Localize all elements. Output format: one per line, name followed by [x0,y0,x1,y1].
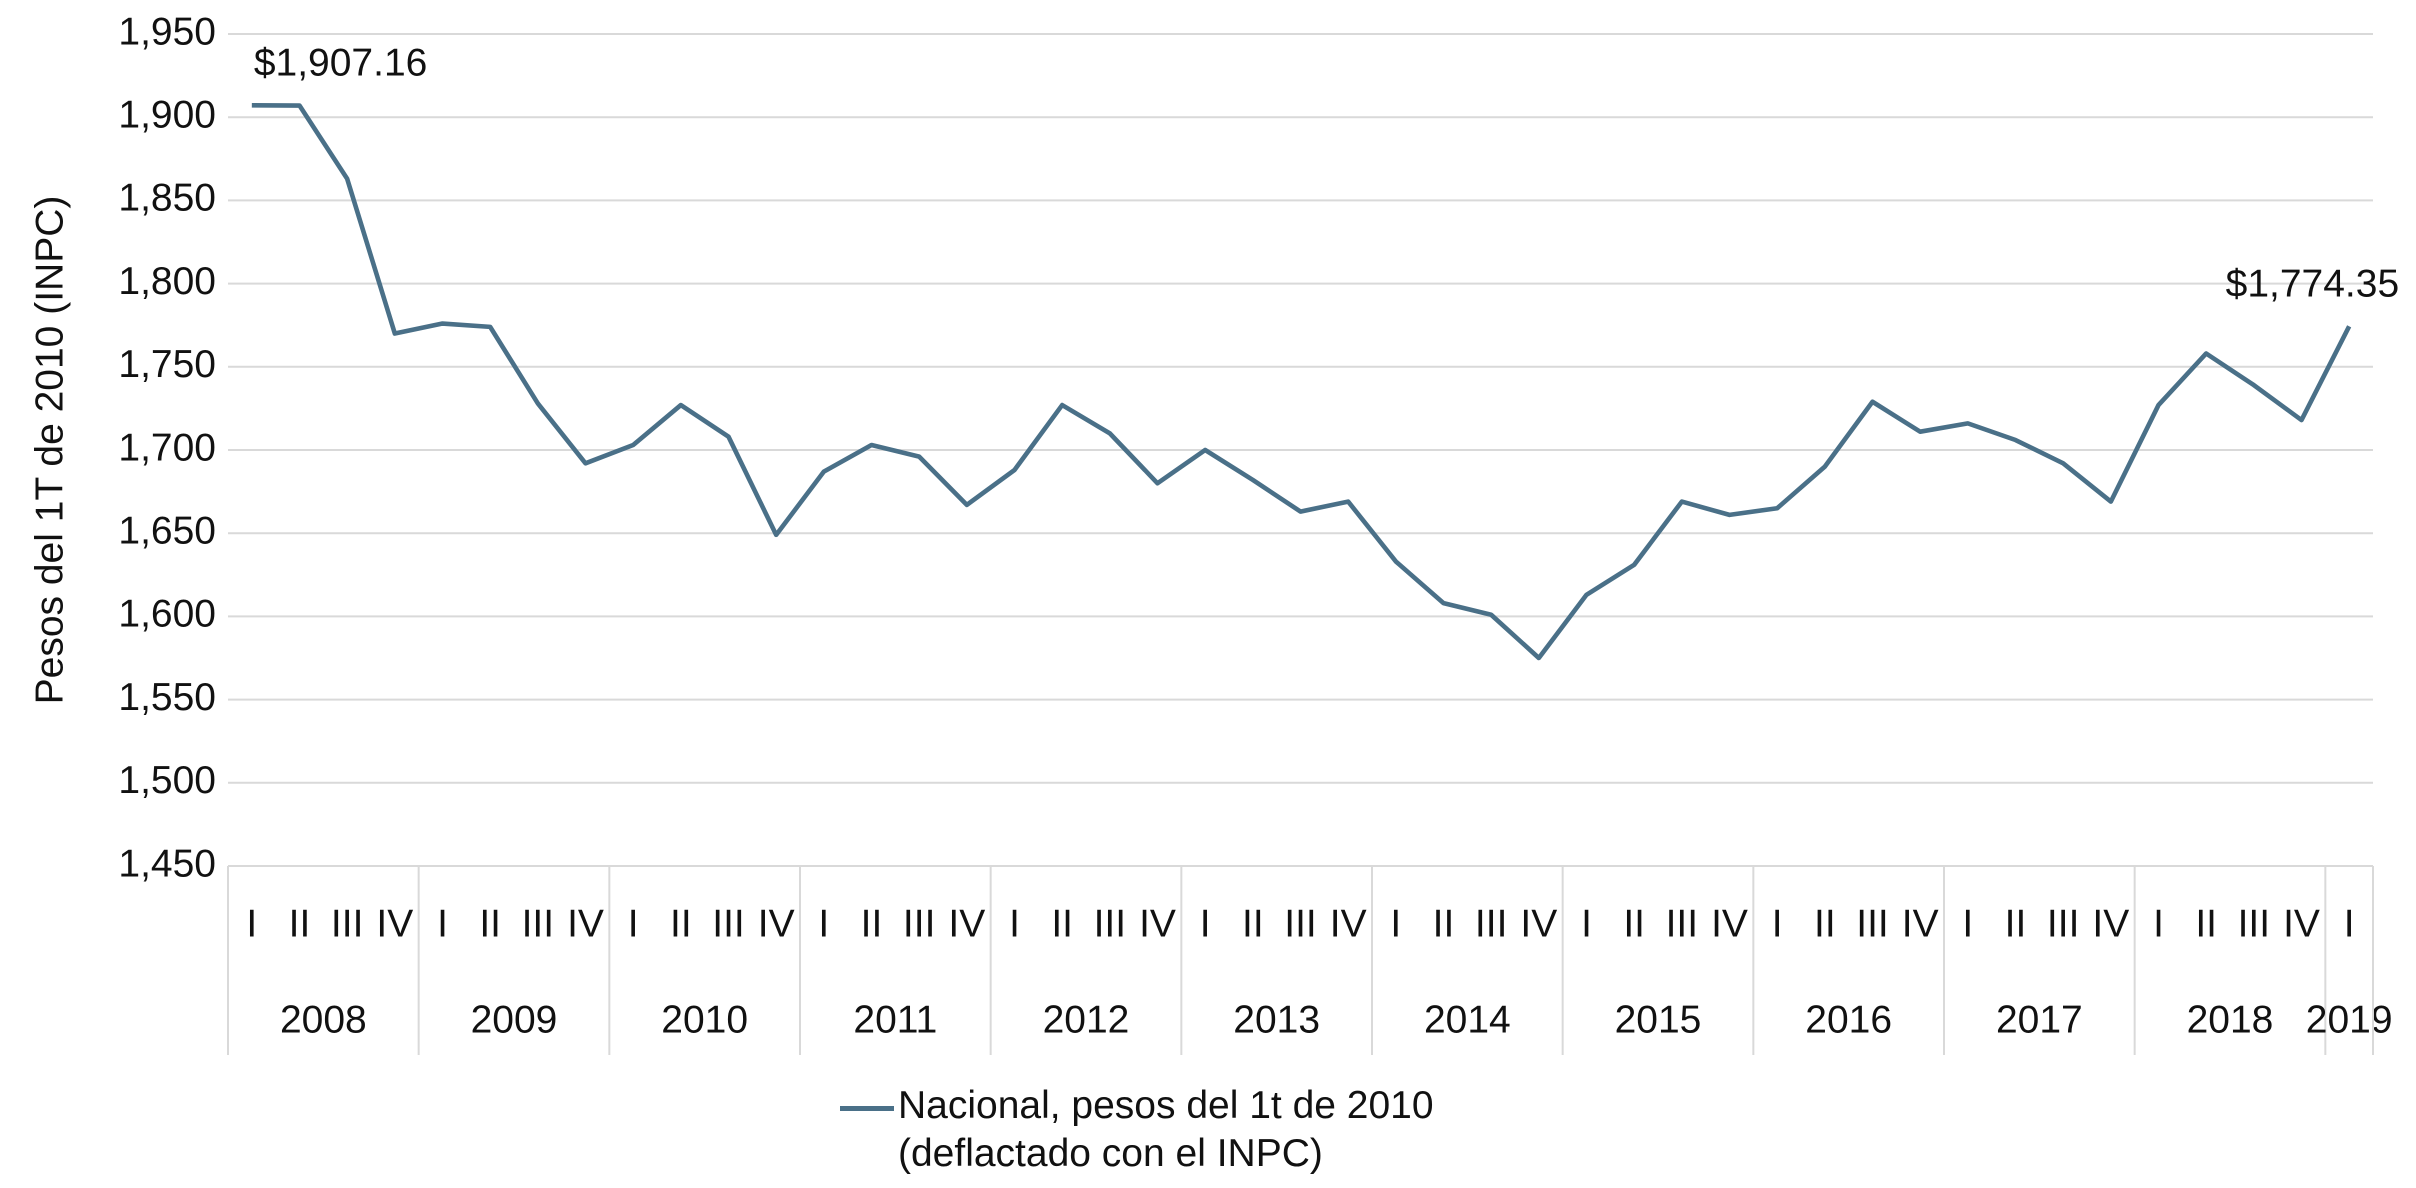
x-tick-label: I [1772,902,1783,945]
x-tick-label: IV [1520,902,1557,945]
x-tick-label: II [289,902,311,945]
x-tick-label: II [670,902,692,945]
x-tick-label: II [1814,902,1836,945]
x-group-label: 2016 [1805,998,1892,1041]
y-tick-label: 1,650 [118,509,216,552]
y-tick-label: 1,550 [118,676,216,719]
x-tick-label: I [1390,902,1401,945]
x-tick-label: IV [1902,902,1939,945]
x-tick-label: III [712,902,745,945]
x-tick-label: I [1009,902,1020,945]
x-tick-label: II [2005,902,2027,945]
x-group-label: 2015 [1615,998,1702,1041]
x-tick-label: IV [2283,902,2320,945]
data-label: $1,907.16 [254,42,428,85]
y-tick-label: 1,950 [118,10,216,53]
x-tick-label: IV [567,902,604,945]
x-tick-label: III [331,902,364,945]
y-tick-label: 1,700 [118,426,216,469]
x-tick-label: III [1475,902,1508,945]
x-group-label: 2009 [471,998,558,1041]
x-tick-label: II [1623,902,1645,945]
x-group-label: 2014 [1424,998,1511,1041]
legend: Nacional, pesos del 1t de 2010 (deflacta… [840,1082,1434,1178]
legend-label: Nacional, pesos del 1t de 2010 (deflacta… [898,1084,1434,1175]
data-label: $1,774.35 [2226,263,2400,306]
x-tick-label: IV [2092,902,2129,945]
x-tick-label: III [522,902,555,945]
x-tick-label: I [628,902,639,945]
x-tick-label: IV [758,902,795,945]
x-group-label: 2013 [1233,998,1320,1041]
x-tick-label: IV [1330,902,1367,945]
x-tick-label: II [1433,902,1455,945]
x-tick-label: II [479,902,501,945]
x-tick-label: III [1856,902,1889,945]
x-group-label: 2008 [280,998,367,1041]
x-group-label: 2011 [853,998,937,1041]
y-tick-label: 1,800 [118,260,216,303]
x-tick-label: I [1581,902,1592,945]
x-tick-label: I [2153,902,2164,945]
x-tick-label: IV [948,902,985,945]
data-line [251,102,2352,661]
chart: Pesos del 1T de 2010 (INPC) 1,450 1,500 1,… [28,10,2400,1055]
x-tick-label: I [1962,902,1973,945]
y-tick-label: 1,750 [118,343,216,386]
y-tick-label: 1,450 [118,842,216,885]
x-group-label: 2017 [1996,998,2083,1041]
x-tick-label: II [1051,902,1073,945]
x-tick-label: III [1666,902,1699,945]
y-tick-label: 1,850 [118,177,216,220]
x-tick-label: I [246,902,257,945]
y-axis-title: Pesos del 1T de 2010 (INPC) [28,196,71,705]
x-tick-label: IV [376,902,413,945]
x-tick-label: II [1242,902,1264,945]
x-tick-label: I [1200,902,1211,945]
x-tick-label: II [2195,902,2217,945]
x-tick-label: IV [1139,902,1176,945]
x-group-label: 2012 [1043,998,1130,1041]
x-tick-label: III [2047,902,2080,945]
y-tick-label: 1,900 [118,93,216,136]
x-tick-label: III [1284,902,1317,945]
x-group-label: 2018 [2187,998,2274,1041]
x-tick-label: I [2344,902,2355,945]
x-group-label: 2019 [2306,998,2393,1041]
x-tick-label: I [818,902,829,945]
legend-swatch [840,1106,894,1111]
x-tick-label: III [1094,902,1127,945]
y-tick-label: 1,600 [118,593,216,636]
x-tick-label: IV [1711,902,1748,945]
x-group-label: 2010 [661,998,748,1041]
x-tick-label: I [437,902,448,945]
x-tick-label: II [861,902,883,945]
x-tick-label: III [903,902,936,945]
x-tick-label: III [2238,902,2271,945]
y-tick-label: 1,500 [118,759,216,802]
